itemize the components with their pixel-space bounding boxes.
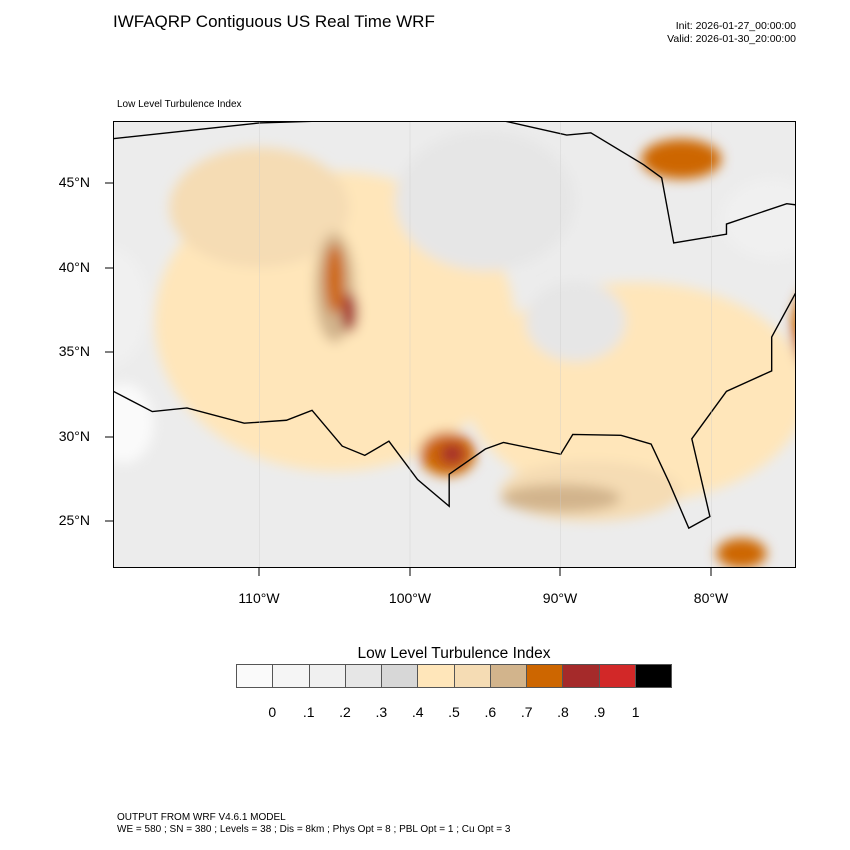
turbulence-area	[791, 303, 796, 352]
turbulence-area	[716, 538, 767, 568]
turbulence-area	[48, 198, 64, 228]
colorbar-label: .7	[520, 704, 533, 720]
lon-label: 90°W	[542, 590, 578, 606]
lon-label: 110°W	[238, 590, 280, 606]
colorbar-label: .1	[302, 704, 315, 720]
plot-title: IWFAQRP Contiguous US Real Time WRF	[113, 12, 435, 31]
turbulence-map	[105, 121, 796, 576]
turbulence-area	[395, 130, 576, 271]
turbulence-area	[827, 280, 850, 330]
turbulence-area	[113, 383, 154, 464]
lat-label: 40°N	[58, 259, 90, 275]
colorbar-label: .4	[411, 704, 424, 720]
colorbar-label: .8	[557, 704, 569, 720]
colorbar-title: Low Level Turbulence Index	[357, 645, 551, 662]
colorbar	[236, 664, 672, 688]
colorbar-swatch	[309, 665, 346, 687]
valid-time: Valid: 2026-01-30_20:00:00	[667, 33, 796, 45]
colorbar-label: .2	[339, 704, 351, 720]
colorbar-label: 1	[631, 704, 640, 720]
colorbar-label: .3	[375, 704, 388, 720]
turbulence-area	[113, 247, 149, 367]
colorbar-label: .9	[593, 704, 606, 720]
lon-label: 80°W	[693, 590, 729, 606]
colorbar-label: .5	[448, 704, 460, 720]
lat-label: 45°N	[58, 174, 90, 190]
colorbar-swatch	[345, 665, 382, 687]
lon-label: 100°W	[388, 590, 432, 606]
colorbar-swatch	[418, 665, 455, 687]
model-info: OUTPUT FROM WRF V4.6.1 MODEL	[117, 812, 286, 823]
colorbar-swatch	[237, 665, 274, 687]
map-frame	[113, 121, 796, 568]
model-config: WE = 580 ; SN = 380 ; Levels = 38 ; Dis …	[117, 824, 511, 835]
colorbar-swatch	[635, 665, 671, 687]
colorbar-swatch	[563, 665, 600, 687]
colorbar-label: 0	[268, 704, 277, 720]
colorbar-swatch	[527, 665, 564, 687]
lat-label: 35°N	[58, 343, 90, 359]
lat-label: 25°N	[58, 512, 90, 528]
colorbar-swatch	[490, 665, 527, 687]
lat-label: 30°N	[58, 428, 90, 444]
colorbar-swatch	[273, 665, 310, 687]
init-time: Init: 2026-01-27_00:00:00	[675, 20, 796, 32]
turbulence-area	[721, 178, 796, 259]
turbulence-area	[324, 244, 345, 315]
colorbar-label: .6	[484, 704, 497, 720]
colorbar-swatch	[599, 665, 636, 687]
turbulence-area	[341, 292, 358, 333]
us-outline	[113, 121, 796, 530]
turbulence-area	[641, 139, 722, 180]
colorbar-swatch	[454, 665, 491, 687]
map-subtitle: Low Level Turbulence Index	[117, 99, 242, 110]
turbulence-area	[525, 281, 626, 362]
turbulence-area	[440, 443, 465, 464]
colorbar-swatch	[382, 665, 419, 687]
